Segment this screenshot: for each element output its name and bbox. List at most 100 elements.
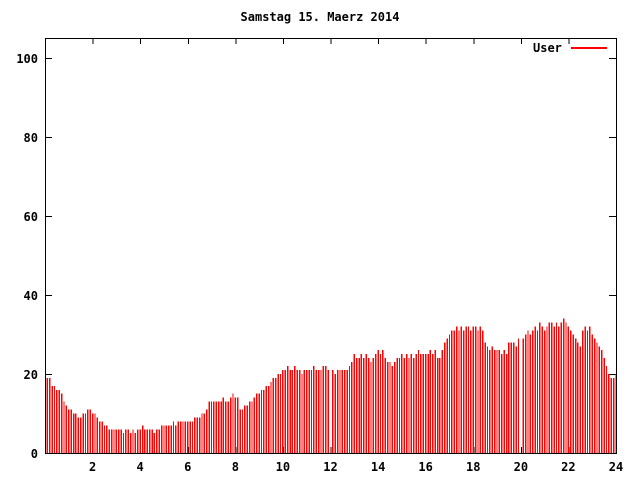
bar (156, 429, 158, 453)
bar (460, 326, 463, 453)
bar (265, 385, 267, 453)
bar (298, 370, 301, 453)
bar (217, 401, 220, 453)
bar (589, 326, 591, 453)
bar (141, 425, 144, 453)
bar (87, 409, 89, 453)
bar (137, 429, 139, 453)
bar (517, 338, 520, 453)
bar (308, 370, 310, 453)
bar (513, 342, 515, 453)
bar (591, 334, 593, 453)
bar (246, 405, 248, 453)
bar (198, 417, 201, 453)
x-tick-label: 12 (323, 460, 338, 474)
bar (267, 385, 270, 453)
bar (201, 413, 203, 453)
bar (122, 433, 125, 453)
bar (258, 393, 260, 453)
bar (110, 429, 113, 453)
bar (313, 366, 315, 453)
bar (455, 326, 458, 453)
bar (444, 342, 446, 453)
y-tick-label: 80 (23, 130, 38, 145)
bar (184, 421, 187, 453)
bar (365, 354, 367, 453)
bar (158, 429, 160, 453)
bar (555, 322, 558, 453)
bar (222, 397, 225, 453)
bar (72, 413, 75, 453)
bar (593, 338, 596, 453)
bar (429, 350, 432, 453)
bar (115, 429, 118, 453)
bar (179, 421, 182, 453)
bar (565, 322, 567, 453)
bar (360, 354, 363, 453)
bar (548, 322, 551, 453)
bar (372, 358, 375, 453)
bar (213, 401, 215, 453)
bar (524, 334, 527, 453)
x-tick-label: 22 (561, 460, 576, 474)
bar (120, 429, 122, 453)
bar (391, 366, 394, 453)
bar (603, 358, 605, 453)
bar (277, 373, 279, 453)
bar (77, 417, 80, 453)
bar (451, 330, 453, 453)
bar (279, 373, 282, 453)
bar (291, 370, 294, 453)
bar (612, 377, 615, 453)
bar (543, 330, 546, 453)
bar (551, 322, 553, 453)
bar (522, 338, 524, 453)
x-tick-label: 18 (466, 460, 481, 474)
bar (341, 370, 344, 453)
bar (306, 370, 308, 453)
y-tick-label: 0 (30, 447, 38, 461)
bar (229, 397, 232, 453)
bar (208, 401, 210, 453)
bar (241, 409, 244, 453)
bar (586, 330, 589, 453)
bar (503, 350, 505, 453)
legend: User (533, 42, 607, 54)
bar (215, 401, 217, 453)
y-tick-label: 100 (16, 51, 38, 66)
bar (63, 401, 65, 453)
bar (358, 358, 360, 453)
bar (467, 326, 470, 453)
bar (317, 370, 320, 453)
bar (327, 370, 329, 453)
bar (160, 425, 163, 453)
bar (581, 330, 584, 453)
bar (427, 354, 429, 453)
bar (344, 370, 346, 453)
bar (479, 326, 482, 453)
bar (420, 354, 422, 453)
bar (355, 358, 358, 453)
bar (389, 362, 391, 453)
bar (177, 421, 179, 453)
bar (394, 362, 396, 453)
bar (498, 350, 501, 453)
bar (510, 342, 513, 453)
bar (129, 433, 132, 453)
bar (101, 421, 103, 453)
bar (237, 397, 239, 453)
bar (125, 429, 127, 453)
bar (370, 362, 372, 453)
bar (289, 370, 291, 453)
bar (339, 370, 341, 453)
bar (65, 405, 68, 453)
legend-line-sample (570, 47, 607, 49)
bar (415, 354, 417, 453)
bar (458, 330, 460, 453)
bar (263, 389, 265, 453)
x-tick-label: 24 (608, 460, 624, 474)
bar (113, 429, 115, 453)
bar (203, 413, 206, 453)
x-tick-label: 8 (231, 460, 239, 474)
bar (489, 350, 491, 453)
